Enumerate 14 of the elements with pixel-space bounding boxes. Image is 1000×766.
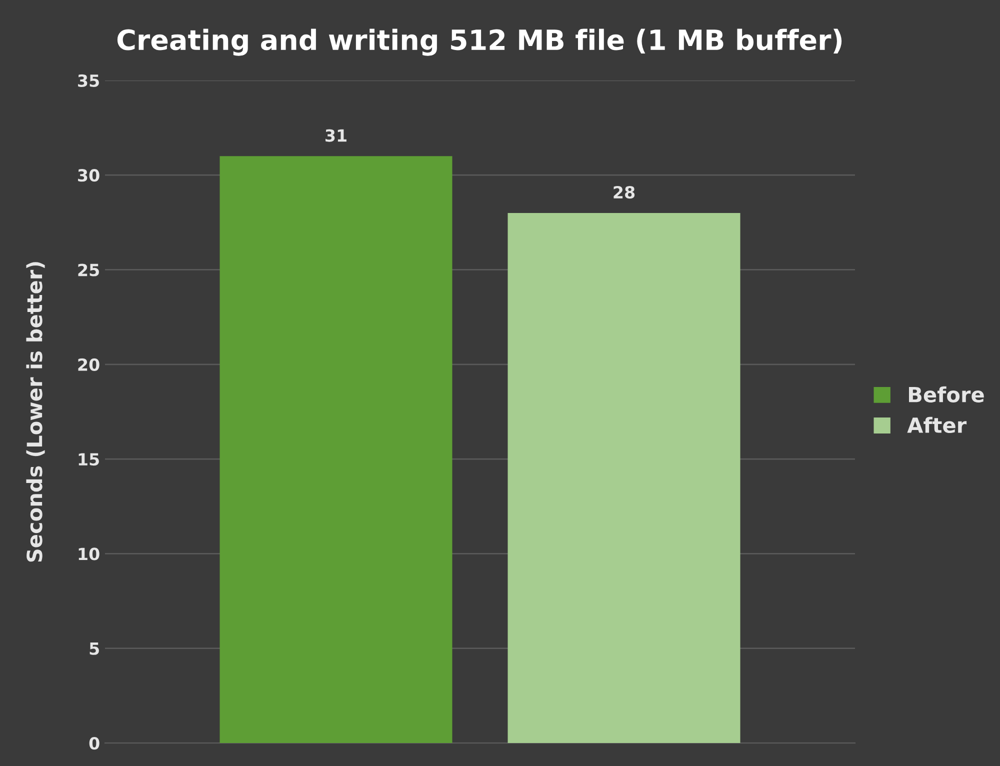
y-tick-label: 5: [90, 642, 99, 655]
y-axis-title: Seconds (Lower is better): [26, 262, 45, 562]
y-tick-label: 10: [78, 548, 100, 560]
legend-label: After: [907, 416, 967, 434]
data-label: 31: [326, 129, 346, 142]
legend-label: Before: [908, 386, 984, 402]
data-label: 28: [614, 186, 635, 199]
y-tick-label: 30: [78, 169, 100, 182]
y-tick-label: 20: [78, 358, 100, 371]
y-tick-label: 15: [78, 453, 99, 466]
chart-title: Creating and writing 512 MB file (1 MB buffer): [117, 28, 842, 56]
y-tick-label: 0: [89, 736, 100, 750]
y-tick-label: 25: [78, 264, 99, 276]
y-tick-label: 35: [78, 74, 99, 87]
